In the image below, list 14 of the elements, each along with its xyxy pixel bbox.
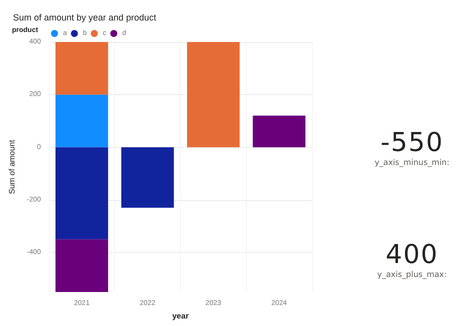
bar (187, 42, 240, 148)
x-axis-title: year (172, 312, 189, 320)
bar (55, 94, 108, 148)
text: -550 (379, 128, 444, 158)
text: y_axis_minus_min: (374, 158, 450, 167)
text: y_axis_plus_max: (376, 270, 448, 279)
y-axis-title: Sum of amount (8, 139, 16, 194)
bar (252, 116, 306, 148)
text: 400 (384, 240, 440, 270)
bar (55, 239, 108, 292)
bar (121, 147, 174, 208)
bar (55, 147, 108, 240)
chart-title: Sum of amount by year and product (13, 12, 157, 22)
bar (55, 42, 108, 95)
